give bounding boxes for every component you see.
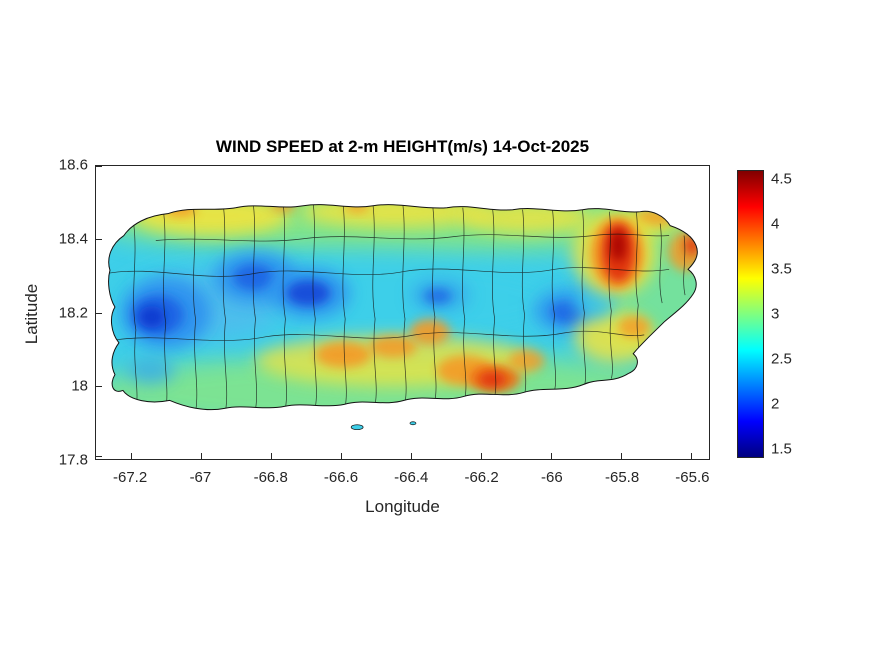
colorbar-tick-label: 3 — [771, 305, 780, 323]
x-axis-ticks: -67.2 -67 -66.8 -66.6 -66.4 -66.2 -66 -6… — [95, 469, 710, 489]
y-tick-mark — [96, 456, 102, 458]
municipality-boundaries — [108, 204, 686, 410]
x-tick-mark — [481, 453, 483, 459]
x-tick-label: -67.2 — [113, 469, 148, 486]
colorbar-tick-label: 3.5 — [771, 260, 792, 278]
y-axis-ticks: 18.6 18.4 18.2 18 17.8 — [38, 157, 88, 469]
y-tick-label: 18.2 — [58, 304, 88, 321]
y-tick-label: 18 — [71, 377, 88, 395]
colorbar-tick-label: 1.5 — [771, 440, 792, 458]
x-tick-label: -66.6 — [323, 469, 359, 486]
x-tick-mark — [551, 453, 553, 459]
islet-caja-de-muertos — [350, 424, 364, 431]
x-tick-mark — [201, 453, 203, 459]
colorbar-tick-label: 4.5 — [771, 170, 792, 188]
puerto-rico-wind-map — [108, 204, 698, 431]
y-tick-mark — [96, 239, 102, 241]
y-tick-label: 17.8 — [58, 451, 88, 469]
colorbar-tick-label: 4 — [771, 215, 780, 233]
x-tick-mark — [411, 453, 413, 459]
x-tick-mark — [341, 453, 343, 459]
y-tick-label: 18.4 — [58, 230, 88, 248]
x-tick-mark — [131, 453, 132, 459]
colorbar — [737, 170, 764, 458]
plot-area — [95, 165, 710, 460]
x-tick-mark — [691, 453, 693, 459]
y-tick-label: 18.6 — [58, 156, 88, 174]
colorbar-tick-label: 2 — [771, 395, 780, 413]
islet-small — [409, 421, 417, 426]
y-tick-mark — [96, 166, 102, 167]
chart-title: WIND SPEED at 2-m HEIGHT(m/s) 14-Oct-202… — [215, 137, 590, 156]
colorbar-tick-label: 2.5 — [771, 350, 792, 368]
x-tick-mark — [271, 453, 273, 459]
x-tick-label: -65.8 — [605, 469, 640, 486]
x-axis-label: Longitude — [365, 497, 440, 516]
x-tick-mark — [621, 453, 623, 459]
x-tick-label: -66.4 — [394, 469, 429, 486]
x-tick-label: -66.8 — [253, 469, 288, 486]
colorbar-ticks: 4.5 4 3.5 3 2.5 2 1.5 — [771, 170, 811, 458]
x-tick-label: -67 — [189, 469, 212, 486]
y-tick-mark — [96, 385, 102, 387]
x-tick-label: -65.6 — [675, 469, 710, 486]
x-tick-label: -66 — [541, 469, 563, 486]
y-tick-mark — [96, 312, 102, 314]
x-tick-label: -66.2 — [464, 469, 499, 486]
